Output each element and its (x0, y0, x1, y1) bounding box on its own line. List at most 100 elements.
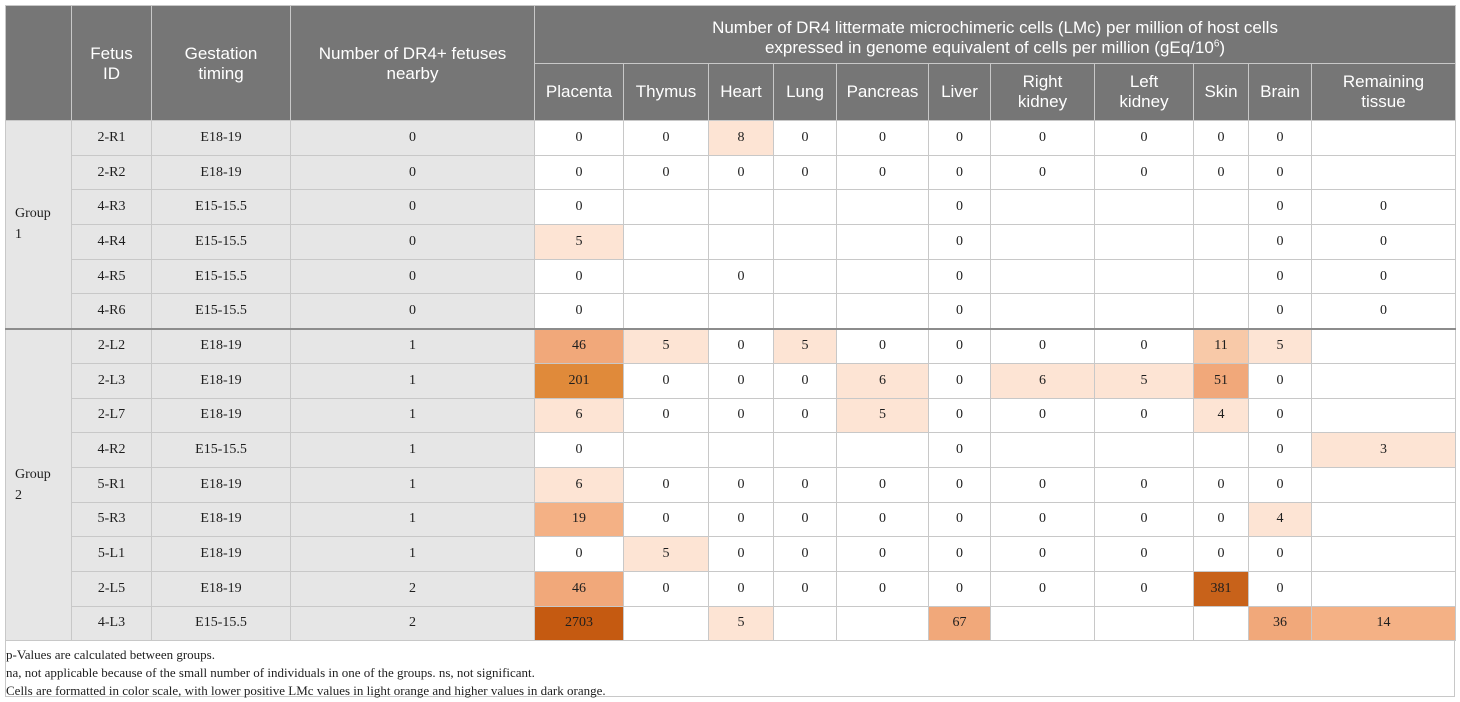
lmc-value-cell: 0 (623, 362, 709, 399)
lmc-value-cell: 381 (1193, 570, 1249, 607)
fetus-id-cell: 2-L7 (71, 397, 152, 434)
header-tissue-placenta: Placenta (534, 63, 624, 121)
lmc-value-cell: 0 (928, 536, 991, 572)
lmc-value-cell: 19 (534, 501, 624, 538)
lmc-value-cell: 6 (534, 466, 624, 503)
nearby-count-cell: 2 (290, 605, 535, 642)
lmc-value-cell (1310, 466, 1457, 503)
lmc-value-cell: 0 (928, 293, 991, 330)
lmc-value-cell: 0 (1193, 536, 1249, 572)
lmc-value-cell: 0 (1094, 397, 1194, 434)
lmc-value-cell: 5 (836, 397, 929, 434)
lmc-value-cell (990, 605, 1095, 642)
table-row: 4-R4 E15-15.5 0 5 0 0 0 (6, 224, 1457, 260)
gestation-cell: E15-15.5 (151, 293, 291, 330)
lmc-value-cell: 0 (836, 536, 929, 572)
nearby-count-cell: 0 (290, 258, 535, 295)
header-tissue-liver: Liver (928, 63, 991, 121)
lmc-value-cell (708, 189, 774, 226)
lmc-value-cell (773, 224, 837, 260)
lmc-value-cell: 0 (1248, 397, 1312, 434)
lmc-value-cell (1193, 189, 1249, 226)
lmc-value-cell (623, 189, 709, 226)
lmc-value-cell: 0 (990, 327, 1095, 364)
lmc-value-cell: 0 (773, 397, 837, 434)
lmc-value-cell: 0 (1193, 120, 1249, 156)
header-tissue-left-kidney: Left kidney (1094, 63, 1194, 121)
table-row: 4-R6 E15-15.5 0 0 0 0 0 (6, 293, 1457, 330)
header-group (5, 5, 72, 121)
lmc-value-cell (1094, 432, 1194, 468)
lmc-value-cell (1193, 605, 1249, 642)
lmc-value-cell (708, 224, 774, 260)
header-tissue-thymus: Thymus (623, 63, 709, 121)
table-row: 4-R2 E15-15.5 1 0 0 0 3 (6, 432, 1457, 468)
gestation-cell: E15-15.5 (151, 432, 291, 468)
footnote-color-scale: Cells are formatted in color scale, with… (6, 683, 606, 698)
lmc-value-cell: 8 (708, 120, 774, 156)
lmc-value-cell: 14 (1310, 605, 1457, 642)
header-dr4-fetuses-nearby: Number of DR4+ fetuses nearby (290, 5, 535, 121)
lmc-value-cell: 67 (928, 605, 991, 642)
table-row: 2-R2 E18-19 0 0 0 0 0 0 0 0 0 0 0 (6, 154, 1457, 191)
lmc-value-cell: 0 (708, 397, 774, 434)
fetus-id-cell: 4-R5 (71, 258, 152, 295)
table-row: 5-R1 E18-19 1 6 0 0 0 0 0 0 0 0 0 (6, 466, 1457, 503)
lmc-value-cell: 0 (773, 466, 837, 503)
footnote-na-ns: na, not applicable because of the small … (6, 665, 535, 680)
lmc-value-cell (836, 224, 929, 260)
lmc-value-cell (836, 293, 929, 330)
header-fetus-id: Fetus ID (71, 5, 152, 121)
table-row: 5-R3 E18-19 1 19 0 0 0 0 0 0 0 0 4 (6, 501, 1457, 538)
lmc-value-cell: 0 (1094, 501, 1194, 538)
lmc-value-cell: 2703 (534, 605, 624, 642)
lmc-value-cell: 0 (990, 570, 1095, 607)
table-row: 2-L7 E18-19 1 6 0 0 0 5 0 0 0 4 0 (6, 397, 1457, 434)
lmc-value-cell: 0 (836, 327, 929, 364)
gestation-cell: E18-19 (151, 327, 291, 364)
lmc-value-cell: 0 (1248, 154, 1312, 191)
lmc-value-cell: 0 (1248, 293, 1312, 330)
lmc-value-cell: 0 (708, 466, 774, 503)
gestation-cell: E18-19 (151, 536, 291, 572)
lmc-value-cell (1310, 536, 1457, 572)
fetus-id-cell: 4-R6 (71, 293, 152, 330)
lmc-value-cell: 0 (623, 154, 709, 191)
lmc-value-cell: 0 (1248, 189, 1312, 226)
lmc-value-cell: 0 (836, 501, 929, 538)
lmc-value-cell: 0 (534, 536, 624, 572)
lmc-value-cell: 0 (1310, 189, 1457, 226)
lmc-value-cell: 0 (1094, 154, 1194, 191)
table-row: 4-R3 E15-15.5 0 0 0 0 0 (6, 189, 1457, 226)
lmc-value-cell (1310, 362, 1457, 399)
lmc-value-cell (773, 432, 837, 468)
lmc-value-cell (1094, 224, 1194, 260)
gestation-cell: E18-19 (151, 501, 291, 538)
lmc-value-cell (773, 189, 837, 226)
lmc-value-cell: 0 (836, 120, 929, 156)
lmc-value-cell (623, 224, 709, 260)
lmc-value-cell (1310, 327, 1457, 364)
fetus-id-cell: 2-L3 (71, 362, 152, 399)
lmc-value-cell: 0 (773, 570, 837, 607)
fetus-id-cell: 4-R2 (71, 432, 152, 468)
lmc-value-cell: 0 (534, 189, 624, 226)
lmc-value-cell: 0 (928, 258, 991, 295)
lmc-value-cell (623, 432, 709, 468)
nearby-count-cell: 1 (290, 362, 535, 399)
lmc-value-cell: 0 (928, 120, 991, 156)
nearby-count-cell: 1 (290, 501, 535, 538)
lmc-value-cell (1310, 570, 1457, 607)
fetus-id-cell: 2-R2 (71, 154, 152, 191)
lmc-value-cell (836, 605, 929, 642)
lmc-value-cell (1310, 397, 1457, 434)
lmc-value-cell (773, 293, 837, 330)
lmc-value-cell: 0 (708, 362, 774, 399)
nearby-count-cell: 1 (290, 327, 535, 364)
lmc-value-cell: 4 (1193, 397, 1249, 434)
lmc-value-cell: 201 (534, 362, 624, 399)
lmc-value-cell: 0 (836, 154, 929, 191)
fetus-id-cell: 2-L2 (71, 327, 152, 364)
lmc-value-cell (1193, 432, 1249, 468)
nearby-count-cell: 1 (290, 466, 535, 503)
